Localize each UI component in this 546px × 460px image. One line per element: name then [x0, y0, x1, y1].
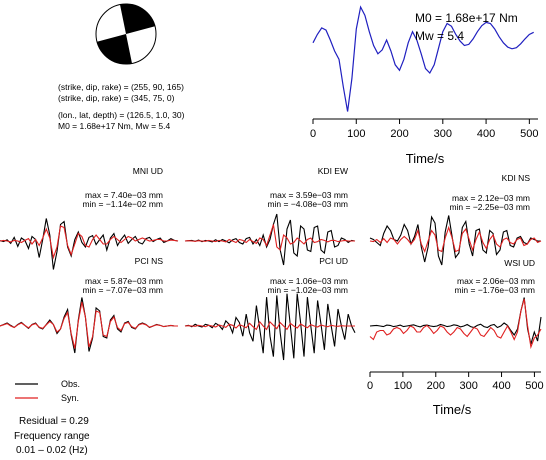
observed-trace — [184, 293, 356, 361]
station-min: min = −4.08e−03 mm — [267, 199, 348, 209]
bottom-axis: 0 100 200 300 400 500 Time/s — [367, 371, 544, 417]
bottom-tick-label: 0 — [367, 380, 373, 392]
station-max: max = 5.87e−03 mm — [85, 276, 163, 286]
focal-line-1: (strike, dip, rake) = (255, 90, 165) — [58, 82, 184, 92]
synthetic-trace — [184, 320, 355, 331]
station-min: min = −2.25e−03 mm — [449, 202, 530, 212]
stf-tick-label: 500 — [520, 128, 538, 140]
focal-line-3: (lon., lat, depth) = (126.5, 1.0, 30) — [58, 110, 185, 120]
bottom-ticks: 0 100 200 300 400 500 — [367, 372, 544, 392]
station-title: PCI UD — [319, 256, 348, 266]
residual-text: Residual = 0.29 — [19, 416, 89, 427]
stf-tick-label: 100 — [347, 128, 365, 140]
legend-obs-label: Obs. — [61, 379, 80, 389]
station-title: PCI NS — [135, 256, 164, 266]
station-title: MNI UD — [133, 166, 163, 176]
legend-syn-label: Syn. — [61, 393, 79, 403]
beachball-compressional-sw — [97, 34, 132, 65]
station-title: KDI NS — [502, 173, 531, 183]
stf-ticks: 0 100 200 300 400 500 — [310, 119, 539, 140]
beachball-compressional-ne — [120, 3, 155, 34]
synthetic-trace — [369, 225, 542, 254]
legend: Obs. Syn. — [15, 379, 80, 403]
station-max: max = 7.40e−03 mm — [85, 190, 163, 200]
station-title: KDI EW — [318, 166, 348, 176]
station-title: WSI UD — [504, 258, 535, 268]
frequency-value: 0.01 – 0.02 (Hz) — [16, 445, 88, 455]
synthetic-trace — [0, 301, 178, 349]
station-max: max = 2.06e−03 mm — [457, 276, 535, 286]
station-max: max = 3.59e−03 mm — [270, 190, 348, 200]
stf-tick-label: 400 — [477, 128, 495, 140]
station-max: max = 1.06e−03 mm — [270, 276, 348, 286]
beachball — [95, 3, 157, 65]
synthetic-trace — [184, 224, 355, 252]
focal-line-4: M0 = 1.68e+17 Nm, Mw = 5.4 — [58, 121, 170, 131]
frequency-label: Frequency range — [14, 431, 90, 442]
station-max: max = 2.12e−03 mm — [452, 193, 530, 203]
stf-tick-label: 0 — [310, 128, 316, 140]
bottom-tick-label: 200 — [427, 380, 445, 392]
synthetic-trace — [0, 225, 179, 260]
observed-trace — [0, 218, 179, 270]
stf-panel: M0 = 1.68e+17 Nm Mw = 5.4 0 100 200 300 400 5… — [310, 5, 539, 166]
observed-trace — [369, 297, 542, 345]
stf-tick-label: 200 — [390, 128, 408, 140]
stf-title: M0 = 1.68e+17 Nm — [415, 11, 518, 25]
stf-tick-label: 300 — [434, 128, 452, 140]
focal-line-2: (strike, dip, rake) = (345, 75, 0) — [58, 93, 175, 103]
bottom-x-label: Time/s — [433, 402, 472, 417]
stf-series-line — [312, 5, 534, 112]
observed-trace — [369, 215, 541, 266]
synthetic-trace — [369, 298, 542, 350]
station-min: min = −1.02e−03 mm — [267, 285, 348, 295]
bottom-tick-label: 400 — [492, 380, 510, 392]
station-min: min = −7.07e−03 mm — [82, 285, 163, 295]
bottom-tick-label: 100 — [394, 380, 412, 392]
bottom-tick-label: 300 — [459, 380, 477, 392]
stf-x-label: Time/s — [406, 151, 445, 166]
station-min: min = −1.14e−02 mm — [82, 199, 163, 209]
station-min: min = −1.76e−03 mm — [454, 285, 535, 295]
bottom-tick-label: 500 — [525, 380, 543, 392]
stf-subtitle: Mw = 5.4 — [415, 29, 464, 43]
